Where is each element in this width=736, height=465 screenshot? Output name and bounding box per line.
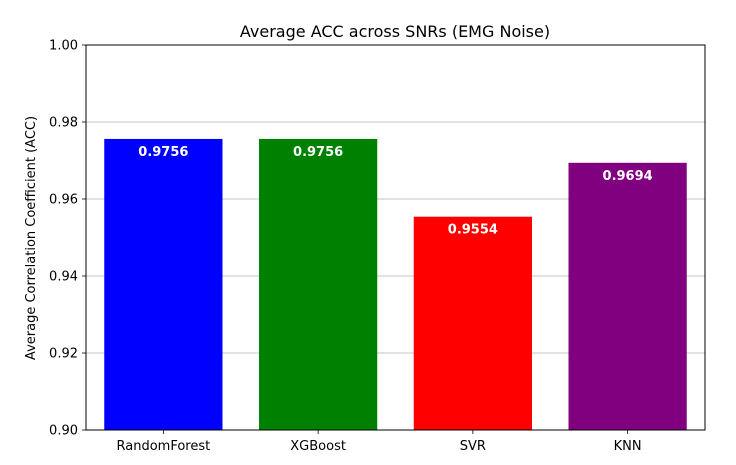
y-tick-label: 0.90 [49, 424, 78, 439]
bar-value-label: 0.9554 [448, 223, 498, 238]
bar-svr [413, 216, 532, 430]
bar-value-label: 0.9694 [603, 169, 653, 184]
bars: 0.9756 0.9756 0.9554 0.9694 [104, 138, 687, 430]
y-axis-label: Average Correlation Coefficient (ACC) [24, 116, 39, 360]
x-tick-label: XGBoost [290, 439, 346, 454]
bar-value-label: 0.9756 [293, 145, 343, 160]
axes: 0.90 0.92 0.94 0.96 0.98 1.00 RandomForest XGBo… [49, 39, 706, 454]
y-tick-label: 0.94 [49, 270, 78, 285]
bar-knn [568, 162, 687, 430]
chart-title: Average ACC across SNRs (EMG Noise) [240, 22, 550, 41]
y-tick-label: 0.98 [49, 116, 78, 131]
y-tick-label: 1.00 [49, 39, 78, 54]
plot-frame [85, 44, 706, 431]
bar-xgboost [259, 138, 378, 430]
bar-value-label: 0.9756 [138, 145, 188, 160]
y-tick-label: 0.96 [49, 193, 78, 208]
x-tick-label: RandomForest [117, 439, 211, 454]
x-tick-label: SVR [460, 439, 486, 454]
bar-randomforest [104, 138, 223, 430]
y-tick-label: 0.92 [49, 347, 78, 362]
x-tick-label: KNN [614, 439, 642, 454]
